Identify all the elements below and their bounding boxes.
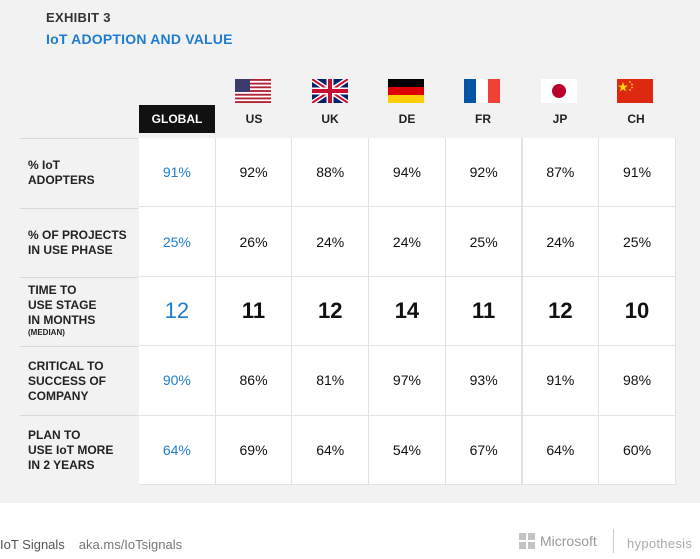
country-value-cell: 60% [599, 415, 675, 484]
row-divider [20, 346, 138, 347]
footer-brand: IoT Signals [0, 537, 65, 552]
row-label-text: PLAN TO USE IoT MORE IN 2 YEARS [28, 428, 114, 472]
country-value-cell: 91% [599, 138, 675, 207]
uk-flag-icon [312, 79, 348, 103]
global-value-cell: 12 [139, 276, 215, 346]
country-value-cell: 98% [599, 346, 675, 415]
country-value-cell: 67% [445, 415, 522, 484]
country-value-cell: 12 [292, 276, 369, 346]
microsoft-windows-icon [519, 533, 535, 549]
country-value-cell: 11 [445, 276, 522, 346]
exhibit-panel: EXHIBIT 3 IoT ADOPTION AND VALUE [0, 0, 700, 503]
exhibit-number: EXHIBIT 3 [46, 10, 111, 25]
country-value-cell: 11 [215, 276, 292, 346]
row-label-iot-adopters: % IoT ADOPTERS [28, 158, 95, 188]
row-label-projects-in-use: % OF PROJECTS IN USE PHASE [28, 228, 127, 258]
column-header-fr: FR [475, 112, 491, 126]
country-value-cell: 25% [599, 207, 675, 276]
row-divider [20, 277, 138, 278]
row-label-text: CRITICAL TO SUCCESS OF COMPANY [28, 359, 107, 403]
column-header-uk: UK [321, 112, 339, 126]
country-value-cell: 12 [522, 276, 599, 346]
japan-flag-icon [541, 79, 577, 103]
hypothesis-logo: hypothesis [627, 536, 693, 551]
country-value-cell: 91% [522, 346, 599, 415]
country-value-cell: 24% [522, 207, 599, 276]
row-label-plan-to-use-more: PLAN TO USE IoT MORE IN 2 YEARS [28, 428, 113, 473]
row-label-time-to-use: TIME TO USE STAGE IN MONTHS (MEDIAN) [28, 283, 96, 338]
row-label-text: TIME TO USE STAGE IN MONTHS [28, 283, 97, 327]
column-header-global: GLOBAL [139, 105, 215, 133]
country-value-cell: 69% [215, 415, 292, 484]
row-label-critical-to-success: CRITICAL TO SUCCESS OF COMPANY [28, 359, 106, 404]
country-value-cell: 81% [292, 346, 369, 415]
global-value-cell: 91% [139, 138, 215, 207]
data-table: 91% 92% 88% 94% 92% 87% 91% 25% 26% 24% 24% 25% 24% 2… [139, 138, 676, 485]
country-value-cell: 24% [292, 207, 369, 276]
france-flag-icon [464, 79, 500, 103]
row-divider [20, 138, 138, 139]
germany-flag-icon [388, 79, 424, 103]
row-label-text: % IoT ADOPTERS [28, 158, 95, 187]
country-value-cell: 92% [215, 138, 292, 207]
row-divider [20, 415, 138, 416]
country-value-cell: 97% [369, 346, 445, 415]
country-value-cell: 10 [599, 276, 675, 346]
footer-divider [613, 529, 614, 553]
exhibit-title: IoT ADOPTION AND VALUE [46, 31, 233, 47]
country-value-cell: 94% [369, 138, 445, 207]
microsoft-wordmark: Microsoft [540, 533, 597, 549]
column-header-de: DE [398, 112, 416, 126]
column-header-ch: CH [627, 112, 645, 126]
row-sublabel-median: (MEDIAN) [28, 328, 65, 337]
country-value-cell: 93% [445, 346, 522, 415]
footer: IoT Signals aka.ms/IoTsignals [0, 537, 182, 552]
footer-url[interactable]: aka.ms/IoTsignals [78, 537, 183, 552]
country-value-cell: 64% [292, 415, 369, 484]
country-value-cell: 24% [369, 207, 445, 276]
china-flag-icon [617, 79, 653, 103]
us-flag-icon [235, 79, 271, 103]
country-value-cell: 25% [445, 207, 522, 276]
column-header-us: US [245, 112, 263, 126]
country-value-cell: 88% [292, 138, 369, 207]
global-value-cell: 90% [139, 346, 215, 415]
column-header-jp: JP [552, 112, 568, 126]
microsoft-logo: Microsoft [519, 533, 597, 549]
country-value-cell: 86% [215, 346, 292, 415]
global-value-cell: 25% [139, 207, 215, 276]
country-value-cell: 26% [215, 207, 292, 276]
row-label-text: % OF PROJECTS IN USE PHASE [28, 228, 127, 257]
country-value-cell: 87% [522, 138, 599, 207]
country-value-cell: 92% [445, 138, 522, 207]
country-value-cell: 64% [522, 415, 599, 484]
country-value-cell: 14 [369, 276, 445, 346]
global-value-cell: 64% [139, 415, 215, 484]
row-divider [20, 208, 138, 209]
country-value-cell: 54% [369, 415, 445, 484]
